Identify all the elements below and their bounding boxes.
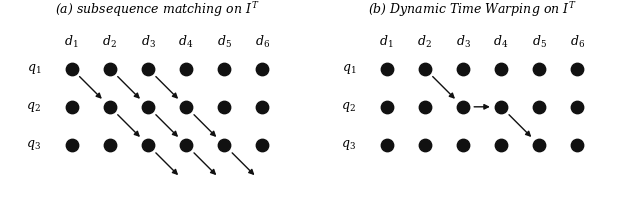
- Point: [143, 105, 153, 109]
- Point: [496, 105, 506, 109]
- Point: [219, 105, 229, 109]
- Text: $q_3$: $q_3$: [341, 138, 356, 152]
- Text: $d_5$: $d_5$: [217, 34, 232, 50]
- Point: [105, 143, 115, 147]
- Point: [219, 143, 229, 147]
- Text: $d_2$: $d_2$: [103, 34, 117, 50]
- Point: [458, 105, 468, 109]
- Text: $q_3$: $q_3$: [26, 138, 41, 152]
- Text: $d_5$: $d_5$: [532, 34, 547, 50]
- Point: [534, 105, 544, 109]
- Point: [496, 143, 506, 147]
- Point: [458, 143, 468, 147]
- Text: (b) Dynamic Time Warping on $I^T$: (b) Dynamic Time Warping on $I^T$: [368, 0, 577, 19]
- Text: $d_1$: $d_1$: [64, 34, 79, 50]
- Point: [258, 143, 268, 147]
- Point: [573, 67, 583, 70]
- Point: [143, 67, 153, 70]
- Point: [534, 143, 544, 147]
- Point: [496, 67, 506, 70]
- Text: $d_6$: $d_6$: [255, 34, 270, 50]
- Text: $d_1$: $d_1$: [379, 34, 394, 50]
- Point: [382, 105, 392, 109]
- Text: (a) subsequence matching on $I^T$: (a) subsequence matching on $I^T$: [55, 0, 260, 19]
- Point: [181, 105, 191, 109]
- Text: $q_2$: $q_2$: [26, 100, 41, 114]
- Point: [420, 105, 430, 109]
- Point: [458, 67, 468, 70]
- Point: [67, 105, 77, 109]
- Text: $q_1$: $q_1$: [341, 62, 356, 76]
- Point: [181, 143, 191, 147]
- Text: $d_2$: $d_2$: [418, 34, 432, 50]
- Point: [105, 105, 115, 109]
- Point: [420, 143, 430, 147]
- Text: $q_2$: $q_2$: [341, 100, 356, 114]
- Point: [534, 67, 544, 70]
- Point: [181, 67, 191, 70]
- Text: $q_1$: $q_1$: [26, 62, 41, 76]
- Point: [67, 67, 77, 70]
- Point: [382, 143, 392, 147]
- Point: [67, 143, 77, 147]
- Point: [382, 67, 392, 70]
- Text: $d_4$: $d_4$: [493, 34, 509, 50]
- Point: [143, 143, 153, 147]
- Text: $d_3$: $d_3$: [140, 34, 156, 50]
- Text: $d_3$: $d_3$: [455, 34, 471, 50]
- Text: $d_6$: $d_6$: [570, 34, 585, 50]
- Point: [573, 143, 583, 147]
- Text: $d_4$: $d_4$: [178, 34, 194, 50]
- Point: [219, 67, 229, 70]
- Point: [258, 105, 268, 109]
- Point: [573, 105, 583, 109]
- Point: [420, 67, 430, 70]
- Point: [105, 67, 115, 70]
- Point: [258, 67, 268, 70]
